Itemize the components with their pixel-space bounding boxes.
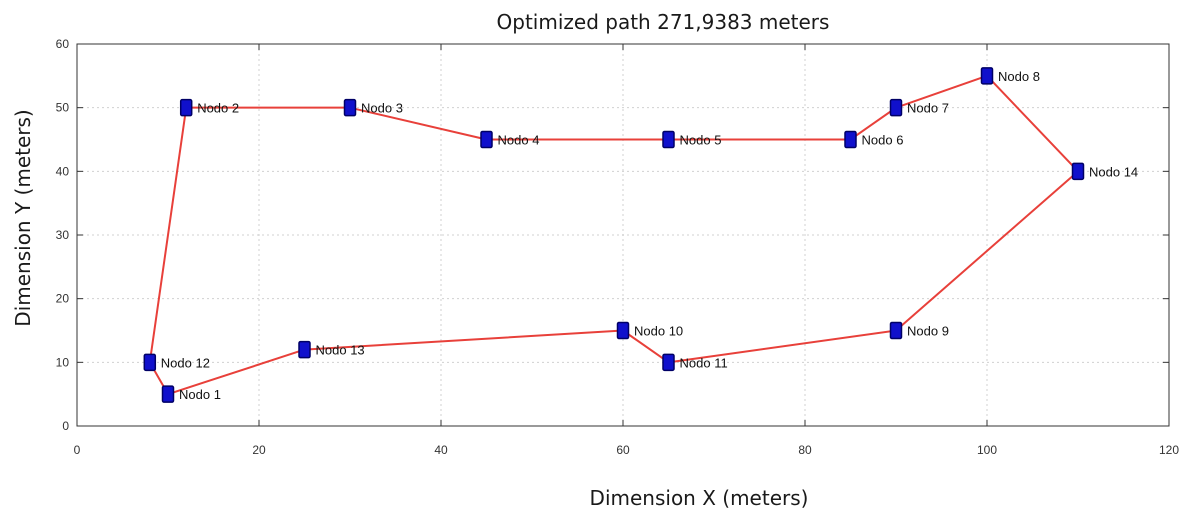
y-tick-label: 30 [56,228,70,242]
node-label: Nodo 12 [161,355,210,370]
y-tick-label: 0 [62,419,69,433]
node-label: Nodo 8 [998,69,1040,84]
y-tick-label: 10 [56,355,70,369]
path-segment [986,74,1079,173]
node-marker [889,321,903,340]
node-label: Nodo 1 [179,387,221,402]
node-marker [844,130,857,149]
node-marker [179,98,193,117]
node-label: Nodo 11 [680,355,728,370]
node-label: Nodo 6 [862,133,904,148]
node-12: Nodo 12 [143,353,210,372]
node-marker [143,353,157,372]
node-11: Nodo 11 [662,353,728,372]
node-marker [616,321,630,340]
y-tick-label: 60 [56,37,70,51]
node-marker [161,385,175,403]
node-marker [343,98,357,117]
node-13: Nodo 13 [298,340,365,359]
axis-ticks [76,43,1170,427]
node-14: Nodo 14 [1071,162,1138,181]
node-6: Nodo 6 [844,130,904,149]
path-segment [148,106,188,364]
y-tick-label: 40 [56,164,70,178]
node-label: Nodo 14 [1089,164,1138,179]
x-axis-label: Dimension X (meters) [590,486,809,510]
chart-title: Optimized path 271,9383 meters [497,10,830,34]
x-tick-label: 20 [252,443,266,457]
node-5: Nodo 5 [662,130,722,149]
path-segment [895,170,1079,332]
y-tick-label: 20 [56,292,70,306]
node-marker [980,67,994,85]
node-marker [662,353,675,372]
node-marker [480,130,493,149]
node-1: Nodo 1 [161,385,221,403]
node-marker [662,130,675,149]
tick-labels: 0 20 40 60 80 100 120 0 10 20 30 40 50 60 [56,37,1180,457]
node-10: Nodo 10 [616,321,683,340]
path-segment [622,329,670,364]
path-segment [303,329,624,351]
x-tick-label: 40 [434,443,448,457]
x-tick-label: 120 [1159,443,1179,457]
path-layer [148,74,1079,396]
grid [77,44,1169,426]
node-label: Nodo 2 [197,101,239,116]
path-segment [349,106,488,141]
node-label: Nodo 13 [316,343,365,358]
plot-frame [76,43,1170,427]
node-8: Nodo 8 [980,67,1040,85]
x-tick-label: 100 [977,443,997,457]
node-layer: Nodo 1 Nodo 2 Nodo 3 Nodo 4 Nodo 5 Nodo 6 Nodo… [143,67,1138,403]
node-label: Nodo 3 [361,101,403,116]
node-label: Nodo 7 [907,101,949,116]
x-tick-label: 80 [798,443,812,457]
node-2: Nodo 2 [179,98,239,117]
node-label: Nodo 4 [498,133,540,148]
node-marker [298,340,311,359]
node-marker [889,98,903,117]
y-tick-label: 50 [56,101,70,115]
path-segment [849,106,897,141]
path-segment [895,74,988,109]
path-segment [167,348,306,396]
y-axis-label: Dimension Y (meters) [11,109,35,326]
x-tick-label: 0 [74,443,81,457]
node-label: Nodo 9 [907,324,949,339]
node-marker [1071,162,1085,181]
node-3: Nodo 3 [343,98,403,117]
x-tick-label: 60 [616,443,630,457]
node-label: Nodo 10 [634,324,683,339]
path-segment [667,329,897,364]
node-7: Nodo 7 [889,98,949,117]
node-9: Nodo 9 [889,321,949,340]
node-label: Nodo 5 [680,133,722,148]
node-4: Nodo 4 [480,130,540,149]
